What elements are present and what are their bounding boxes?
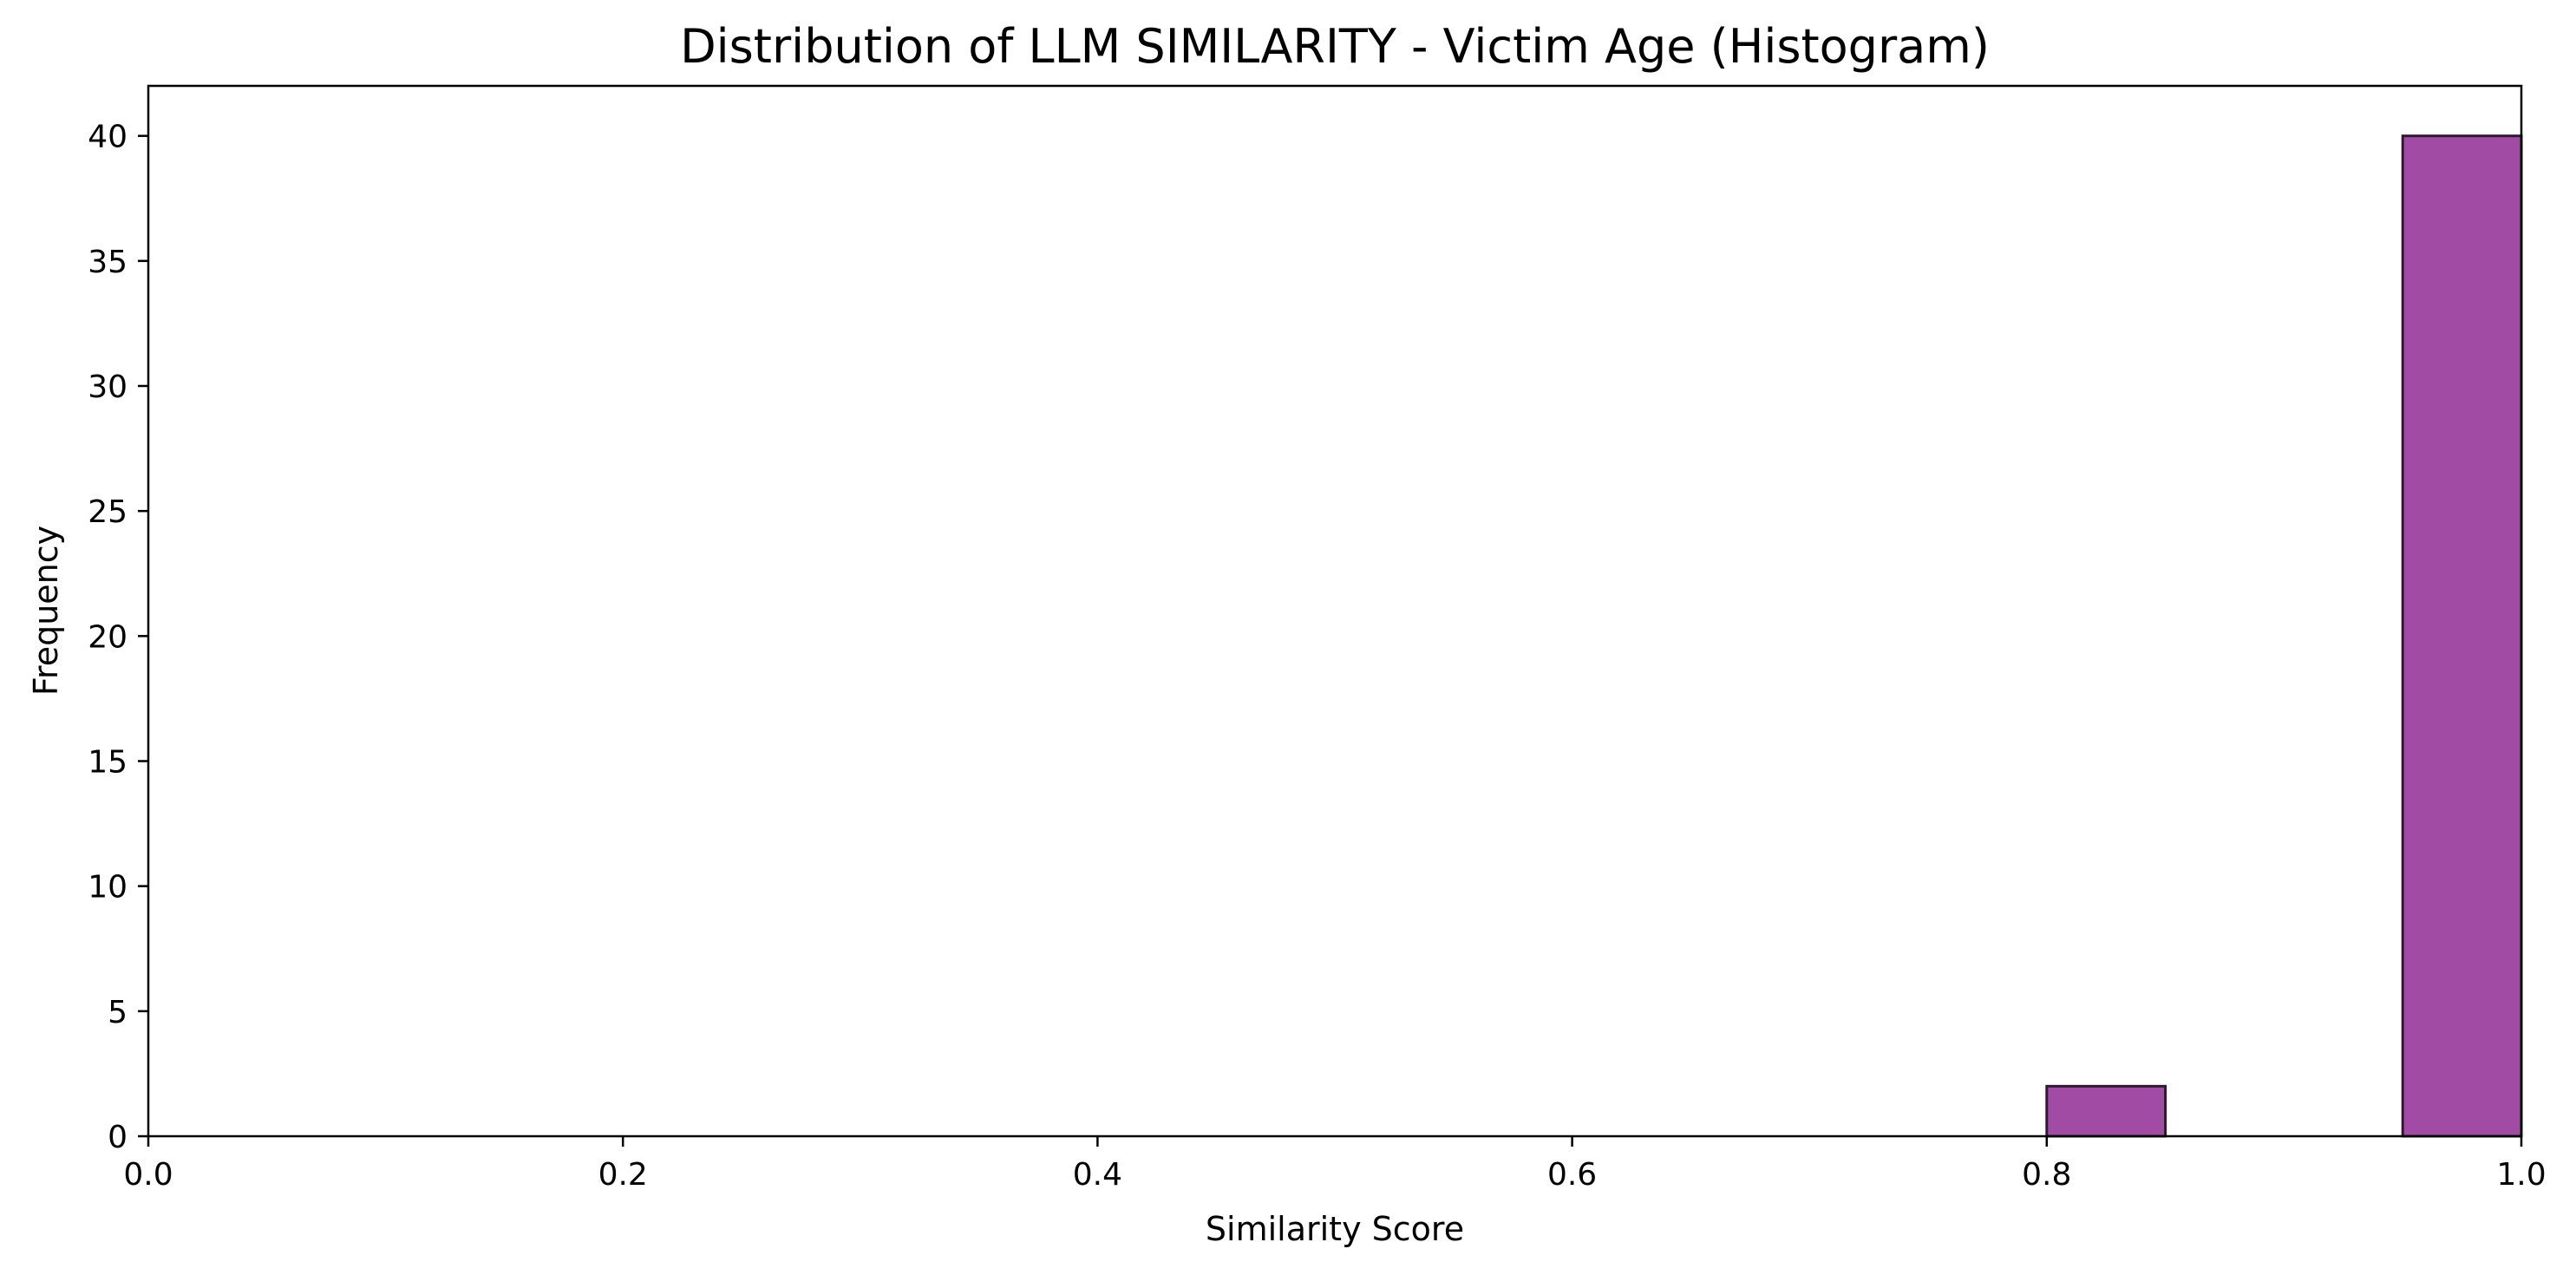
- y-axis-ticks: 0 5 10 15 20 25 30 35 40: [88, 120, 148, 1155]
- y-tick-label-5: 25: [88, 494, 127, 530]
- x-tick-label-2: 0.4: [1073, 1157, 1122, 1193]
- histogram-bar-0: [2045, 1084, 2167, 1138]
- chart-title: Distribution of LLM SIMILARITY - Victim …: [680, 19, 1990, 74]
- x-tick-label-4: 0.8: [2022, 1157, 2071, 1193]
- x-tick-label-3: 0.6: [1547, 1157, 1597, 1193]
- y-tick-label-0: 0: [108, 1120, 127, 1155]
- y-tick-label-7: 35: [88, 245, 127, 280]
- y-tick-label-8: 40: [88, 120, 127, 155]
- y-tick-label-2: 10: [88, 870, 127, 906]
- y-tick-label-3: 15: [88, 745, 127, 781]
- plot-area-frame: [147, 84, 2523, 1138]
- x-axis-label: Similarity Score: [1206, 1210, 1464, 1248]
- x-axis-ticks: 0.0 0.2 0.4 0.6 0.8 1.0: [123, 1136, 2547, 1193]
- y-tick-label-4: 20: [88, 619, 127, 655]
- x-tick-label-0: 0.0: [123, 1157, 173, 1193]
- x-tick-label-5: 1.0: [2496, 1157, 2546, 1193]
- y-tick-label-1: 5: [108, 995, 127, 1030]
- y-tick-label-6: 30: [88, 369, 127, 405]
- histogram-bar-1: [2401, 134, 2523, 1138]
- y-axis-label: Frequency: [27, 526, 65, 696]
- x-tick-label-1: 0.2: [598, 1157, 648, 1193]
- bars-group: [2045, 134, 2523, 1138]
